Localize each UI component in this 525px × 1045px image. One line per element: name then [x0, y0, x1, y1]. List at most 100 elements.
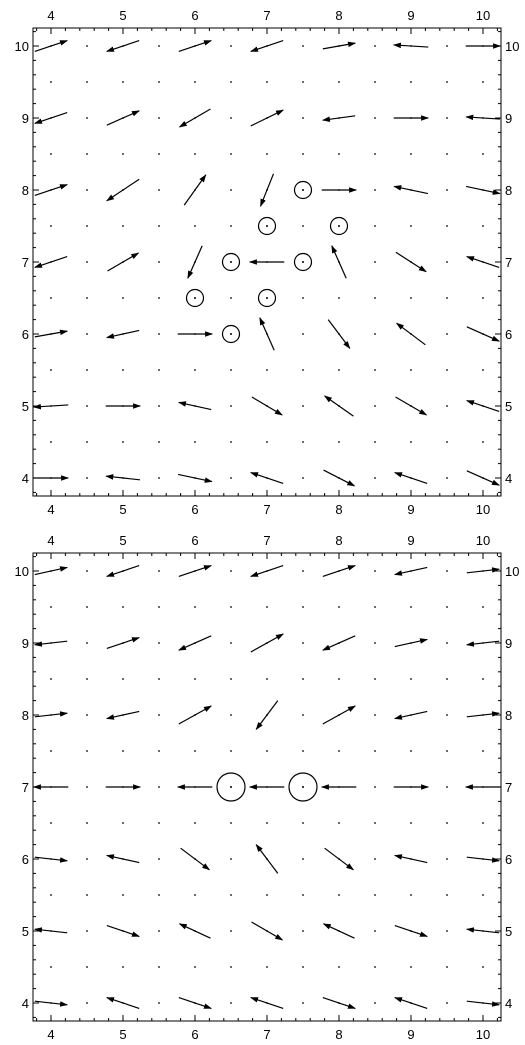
vector-arrow — [178, 565, 212, 577]
vector-arrow — [392, 42, 429, 49]
x-tick-label-top: 8 — [335, 8, 342, 23]
grid-dot — [482, 225, 484, 227]
grid-dot — [194, 153, 196, 155]
point-vortex-center — [338, 225, 340, 227]
grid-dot — [158, 678, 160, 680]
grid-dot — [122, 822, 124, 824]
grid-dot — [374, 333, 376, 335]
grid-dot — [446, 822, 448, 824]
grid-dot — [86, 606, 88, 608]
grid-dot — [374, 405, 376, 407]
vector-arrow — [106, 710, 140, 720]
y-tick-label-left: 10 — [15, 564, 29, 579]
grid-dot — [302, 822, 304, 824]
vector-arrow — [259, 317, 275, 351]
y-tick-label-right: 10 — [505, 39, 519, 54]
grid-dot — [482, 822, 484, 824]
grid-dot — [302, 642, 304, 644]
grid-dot — [446, 642, 448, 644]
grid-dot — [446, 369, 448, 371]
vector-arrow — [178, 923, 211, 939]
grid-dot — [230, 678, 232, 680]
grid-dot — [266, 369, 268, 371]
grid-dot — [410, 81, 412, 83]
grid-dot — [374, 966, 376, 968]
grid-dot — [86, 570, 88, 572]
grid-dot — [266, 966, 268, 968]
grid-dot — [230, 369, 232, 371]
grid-dot — [446, 678, 448, 680]
grid-dot — [482, 441, 484, 443]
vector-arrow — [394, 710, 428, 720]
grid-dot — [158, 189, 160, 191]
grid-dot — [338, 153, 340, 155]
grid-dot — [230, 297, 232, 299]
grid-dot — [302, 1002, 304, 1004]
y-tick-label-right: 6 — [505, 852, 512, 867]
vector-arrow — [466, 711, 500, 718]
grid-dot — [122, 606, 124, 608]
vector-arrow — [322, 923, 355, 939]
grid-dot — [446, 117, 448, 119]
vector-arrow — [394, 854, 428, 864]
grid-dot — [374, 369, 376, 371]
vector-arrow — [178, 997, 212, 1009]
grid-dot — [374, 261, 376, 263]
grid-dot — [302, 570, 304, 572]
grid-dot — [86, 45, 88, 47]
vector-arrow — [32, 403, 69, 410]
grid-dot — [446, 606, 448, 608]
grid-dot — [302, 678, 304, 680]
x-tick-label-top: 6 — [191, 533, 198, 548]
grid-dot — [158, 1002, 160, 1004]
x-tick-label-top: 6 — [191, 8, 198, 23]
x-tick-label-top: 4 — [47, 533, 54, 548]
grid-dot — [410, 750, 412, 752]
vector-arrow — [466, 567, 500, 574]
grid-dot — [266, 81, 268, 83]
vector-arrow — [34, 927, 68, 934]
y-tick-label-right: 8 — [505, 708, 512, 723]
x-tick-label-top: 8 — [335, 533, 342, 548]
y-tick-label-left: 5 — [22, 924, 29, 939]
x-tick-label-bottom: 5 — [119, 502, 126, 517]
grid-dot — [122, 81, 124, 83]
x-tick-label-top: 10 — [476, 8, 490, 23]
grid-dot — [194, 894, 196, 896]
grid-dot — [410, 369, 412, 371]
grid-dot — [410, 966, 412, 968]
vector-arrow — [180, 847, 211, 871]
grid-dot — [86, 678, 88, 680]
grid-dot — [158, 786, 160, 788]
vector-arrow — [393, 185, 429, 195]
grid-dot — [302, 966, 304, 968]
point-vortex-center — [194, 297, 196, 299]
grid-dot — [86, 333, 88, 335]
vector-arrow — [106, 40, 140, 52]
point-vortex-center — [266, 225, 268, 227]
grid-dot — [230, 714, 232, 716]
y-tick-label-left: 8 — [22, 183, 29, 198]
vector-arrow — [395, 322, 426, 346]
grid-dot — [302, 894, 304, 896]
vector-arrow — [105, 474, 140, 481]
vector-arrow — [177, 473, 213, 483]
grid-dot — [158, 822, 160, 824]
grid-dot — [86, 441, 88, 443]
y-tick-label-right: 8 — [505, 183, 512, 198]
vector-arrow — [394, 472, 428, 484]
vector-arrow — [465, 114, 500, 121]
grid-dot — [374, 606, 376, 608]
vector-arrow — [178, 705, 212, 725]
vector-arrow — [187, 245, 203, 279]
vector-arrow — [394, 566, 428, 576]
vector-arrow — [106, 565, 140, 577]
grid-dot — [86, 714, 88, 716]
x-tick-label-bottom: 9 — [407, 1027, 414, 1042]
grid-dot — [482, 894, 484, 896]
grid-dot — [158, 858, 160, 860]
vector-arrow — [466, 927, 500, 934]
y-tick-label-left: 4 — [22, 996, 29, 1011]
grid-dot — [230, 477, 232, 479]
point-vortex-center — [230, 786, 232, 788]
